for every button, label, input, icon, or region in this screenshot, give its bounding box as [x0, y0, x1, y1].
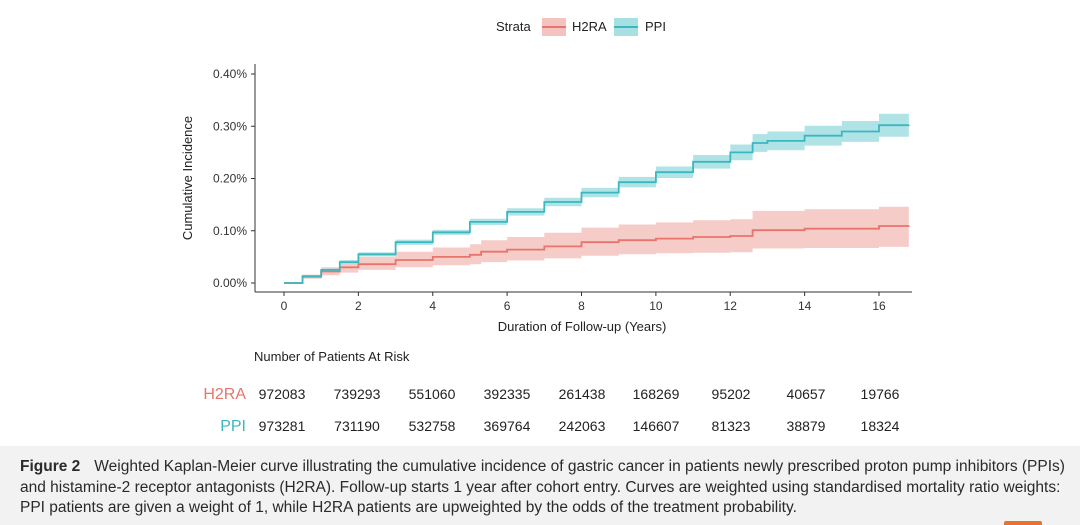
risk-cell: 739293 — [333, 386, 381, 402]
legend-label-h2ra: H2RA — [572, 19, 607, 34]
x-tick-label: 12 — [724, 299, 738, 313]
h2ra-confidence-band — [284, 205, 909, 283]
risk-row-label: PPI — [220, 418, 246, 435]
y-axis-ticks: 0.00% 0.10% 0.20% 0.30% 0.40% — [213, 67, 255, 290]
risk-row-ppi: PPI 973281 731190 532758 369764 242063 1… — [0, 418, 1080, 438]
h2ra-curve — [284, 225, 910, 284]
risk-cell: 369764 — [483, 418, 531, 434]
risk-cell: 532758 — [408, 418, 456, 434]
caption-text: Weighted Kaplan-Meier curve illustrating… — [20, 458, 1065, 516]
legend-title: Strata — [496, 19, 531, 34]
y-tick-label: 0.00% — [213, 276, 247, 290]
y-tick-label: 0.40% — [213, 67, 247, 81]
risk-cell: 973281 — [258, 418, 306, 434]
risk-row-label: H2RA — [203, 386, 246, 403]
x-tick-label: 2 — [355, 299, 362, 313]
y-tick-label: 0.10% — [213, 224, 247, 238]
y-axis-title: Cumulative Incidence — [180, 116, 195, 240]
y-tick-label: 0.30% — [213, 119, 247, 133]
risk-cell: 242063 — [558, 418, 606, 434]
risk-cell: 551060 — [408, 386, 456, 402]
x-tick-label: 4 — [429, 299, 436, 313]
x-tick-label: 16 — [872, 299, 886, 313]
risk-cell: 168269 — [632, 386, 680, 402]
risk-cell: 81323 — [711, 418, 751, 434]
x-tick-label: 0 — [281, 299, 288, 313]
risk-cell: 40657 — [786, 386, 826, 402]
legend-label-ppi: PPI — [645, 19, 666, 34]
risk-cell: 18324 — [860, 418, 900, 434]
risk-cell: 261438 — [558, 386, 606, 402]
risk-row-h2ra: H2RA 972083 739293 551060 392335 261438 … — [0, 386, 1080, 406]
figure-caption: Figure 2 Weighted Kaplan-Meier curve illu… — [20, 457, 1070, 519]
ppi-curve — [284, 124, 910, 284]
km-chart: Strata H2RA PPI 0.00% 0.10% 0.20% 0.30% 0.40… — [180, 18, 912, 334]
x-axis-ticks: 0 2 4 6 8 10 12 14 16 — [281, 292, 886, 313]
x-tick-label: 6 — [504, 299, 511, 313]
x-axis-title: Duration of Follow-up (Years) — [498, 319, 667, 334]
risk-cell: 972083 — [258, 386, 306, 402]
ppi-confidence-band — [284, 112, 909, 283]
risk-cell: 392335 — [483, 386, 531, 402]
x-tick-label: 8 — [578, 299, 585, 313]
y-tick-label: 0.20% — [213, 172, 247, 186]
corner-accent — [1004, 521, 1042, 525]
caption-area: Figure 2 Weighted Kaplan-Meier curve illu… — [0, 446, 1080, 525]
x-tick-label: 10 — [649, 299, 663, 313]
x-tick-label: 14 — [798, 299, 812, 313]
risk-cell: 146607 — [632, 418, 680, 434]
figure-label: Figure 2 — [20, 458, 81, 475]
risk-cell: 19766 — [860, 386, 900, 402]
risk-table-title: Number of Patients At Risk — [254, 349, 410, 364]
risk-cell: 731190 — [334, 418, 380, 434]
risk-cell: 95202 — [711, 386, 751, 402]
risk-cell: 38879 — [786, 418, 826, 434]
legend: Strata H2RA PPI — [496, 18, 666, 36]
